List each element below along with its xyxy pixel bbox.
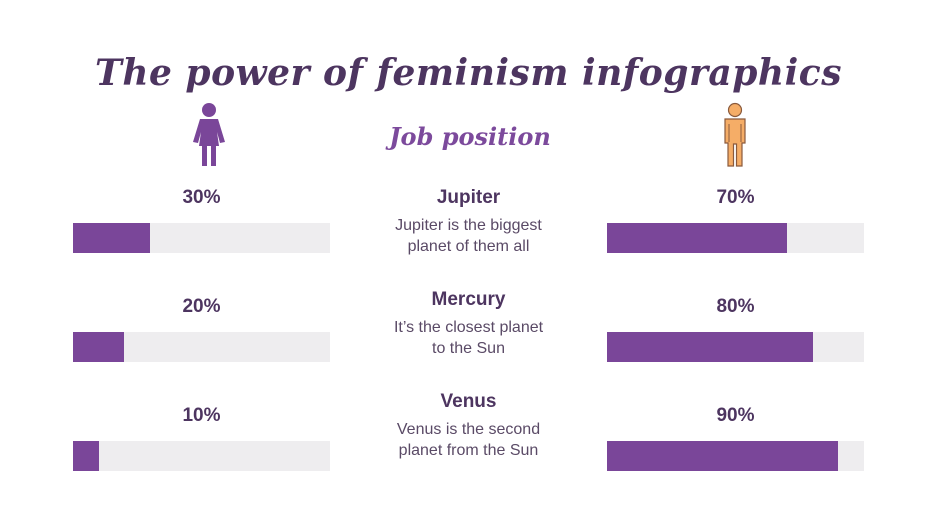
row-title: Jupiter — [436, 187, 501, 208]
row-description-line1: Jupiter is the biggest — [395, 217, 542, 234]
left-percent-label: 30% — [182, 187, 221, 208]
right-percent-label: 70% — [716, 187, 755, 208]
row-title: Mercury — [431, 289, 506, 310]
right-progress-bar — [607, 332, 864, 362]
row-info: Mercury It’s the closest planet to the S… — [350, 289, 587, 359]
right-percent-label: 80% — [716, 296, 755, 317]
right-percent-label: 90% — [716, 405, 755, 426]
left-progress-bar — [73, 441, 330, 471]
male-figure-icon — [715, 102, 755, 168]
page-title: The power of feminism infographics — [95, 52, 842, 94]
row-description-line1: It’s the closest planet — [393, 319, 544, 336]
left-bar-fill — [73, 332, 125, 362]
row-description-line2: to the Sun — [432, 340, 505, 357]
right-bar-fill — [607, 223, 787, 253]
row-title: Venus — [440, 391, 497, 412]
row-description-line2: planet of them all — [407, 238, 530, 255]
row-description-line2: planet from the Sun — [398, 442, 539, 459]
female-figure-icon — [189, 102, 229, 168]
left-progress-bar — [73, 332, 330, 362]
section-subtitle: Job position — [389, 122, 551, 151]
row-description-line1: Venus is the second — [396, 421, 541, 438]
left-percent-label: 20% — [182, 296, 221, 317]
right-progress-bar — [607, 441, 864, 471]
row-info: Jupiter Jupiter is the biggest planet of… — [350, 187, 587, 257]
left-progress-bar — [73, 223, 330, 253]
right-bar-fill — [607, 332, 813, 362]
right-progress-bar — [607, 223, 864, 253]
left-bar-fill — [73, 441, 99, 471]
row-info: Venus Venus is the second planet from th… — [350, 391, 587, 461]
left-bar-fill — [73, 223, 151, 253]
left-percent-label: 10% — [182, 405, 221, 426]
right-bar-fill — [607, 441, 839, 471]
